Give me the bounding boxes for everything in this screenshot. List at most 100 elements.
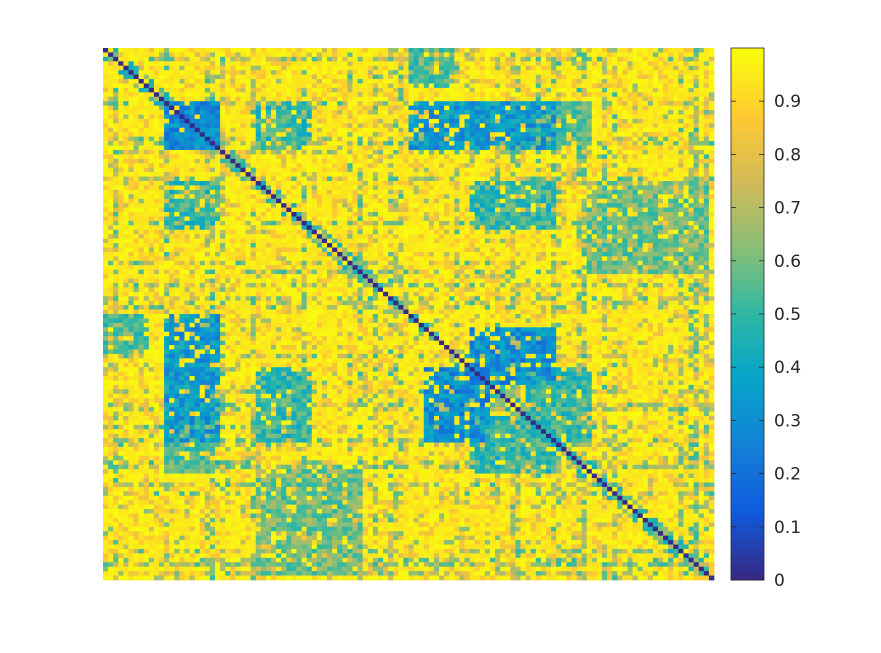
heatmap-cell xyxy=(418,172,425,177)
heatmap-cell xyxy=(673,203,679,208)
heatmap-cell xyxy=(657,110,664,115)
heatmap-cell xyxy=(581,158,588,164)
heatmap-cell xyxy=(194,194,201,200)
heatmap-cell xyxy=(449,185,455,191)
heatmap-cell xyxy=(540,92,547,98)
heatmap-cell xyxy=(148,56,155,62)
heatmap-cell xyxy=(556,101,562,106)
heatmap-cell xyxy=(556,203,562,208)
heatmap-cell xyxy=(545,185,552,191)
heatmap-cell xyxy=(612,110,618,115)
heatmap-cell xyxy=(423,123,430,129)
heatmap-cell xyxy=(148,123,155,129)
heatmap-cell xyxy=(688,176,694,182)
heatmap-cell xyxy=(678,167,684,173)
heatmap-cell xyxy=(159,198,165,204)
heatmap-cell xyxy=(647,114,654,120)
heatmap-cell xyxy=(622,92,628,98)
heatmap-cell xyxy=(372,141,379,146)
heatmap-cell xyxy=(469,127,476,133)
heatmap-cell xyxy=(398,127,404,133)
heatmap-cell xyxy=(444,56,450,62)
heatmap-cell xyxy=(601,105,608,111)
heatmap-cell xyxy=(474,141,481,146)
heatmap-cell xyxy=(607,61,613,67)
heatmap-cell xyxy=(179,127,185,133)
heatmap-cell xyxy=(220,220,226,226)
heatmap-cell xyxy=(586,132,593,138)
heatmap-cell xyxy=(520,96,526,102)
heatmap-cell xyxy=(591,105,598,111)
heatmap-cell xyxy=(479,61,486,67)
heatmap-cell xyxy=(474,207,481,213)
heatmap-cell xyxy=(561,83,567,89)
heatmap-cell xyxy=(250,136,257,142)
heatmap-cell xyxy=(652,56,659,62)
heatmap-cell xyxy=(118,136,124,142)
heatmap-cell xyxy=(454,203,460,208)
heatmap-cell xyxy=(591,145,598,151)
heatmap-cell xyxy=(510,141,516,146)
heatmap-cell xyxy=(286,198,292,204)
heatmap-cell xyxy=(632,212,638,217)
heatmap-cell xyxy=(652,83,659,89)
heatmap-cell xyxy=(596,172,603,177)
heatmap-cell xyxy=(169,225,175,231)
heatmap-cell xyxy=(647,123,654,129)
heatmap-cell xyxy=(301,52,308,58)
heatmap-cell xyxy=(164,229,170,235)
heatmap-cell xyxy=(260,158,267,164)
heatmap-cell xyxy=(377,127,384,133)
heatmap-cell xyxy=(484,225,491,231)
heatmap-cell xyxy=(398,181,404,186)
heatmap-cell xyxy=(622,101,628,106)
heatmap-cell xyxy=(439,74,445,80)
heatmap-cell xyxy=(174,185,180,191)
heatmap-cell xyxy=(225,212,231,217)
heatmap-cell xyxy=(520,118,526,124)
heatmap-cell xyxy=(530,105,537,111)
heatmap-cell xyxy=(265,105,272,111)
heatmap-cell xyxy=(545,87,552,93)
heatmap-cell xyxy=(484,61,491,67)
heatmap-cell xyxy=(301,123,308,129)
heatmap-cell xyxy=(113,52,119,58)
heatmap-cell xyxy=(668,225,674,231)
heatmap-cell xyxy=(311,163,318,169)
heatmap-cell xyxy=(596,61,603,67)
heatmap-cell xyxy=(632,87,638,93)
heatmap-cell xyxy=(260,229,267,235)
heatmap-cell xyxy=(484,229,491,235)
heatmap-cell xyxy=(673,105,679,111)
heatmap-cell xyxy=(403,96,409,102)
heatmap-cell xyxy=(215,154,221,160)
heatmap-cell xyxy=(347,167,353,173)
heatmap-cell xyxy=(596,141,603,146)
heatmap-cell xyxy=(484,105,491,111)
heatmap-cell xyxy=(596,79,603,84)
heatmap-cell xyxy=(316,70,323,75)
heatmap-cell xyxy=(581,163,588,169)
heatmap-cell xyxy=(515,149,521,155)
heatmap-cell xyxy=(153,70,160,75)
heatmap-cell xyxy=(632,189,638,195)
heatmap-cell xyxy=(337,220,343,226)
heatmap-cell xyxy=(347,74,353,80)
heatmap-cell xyxy=(291,207,297,213)
heatmap-cell xyxy=(174,198,180,204)
heatmap-cell xyxy=(128,207,134,213)
heatmap-cell xyxy=(617,172,623,177)
heatmap-cell xyxy=(103,110,109,115)
heatmap-cell xyxy=(133,163,139,169)
heatmap-cell xyxy=(220,70,226,75)
heatmap-cell xyxy=(439,203,445,208)
heatmap-cell xyxy=(240,229,246,235)
heatmap-cell xyxy=(204,114,211,120)
heatmap-cell xyxy=(393,207,399,213)
heatmap-cell xyxy=(556,167,562,173)
heatmap-cell xyxy=(668,198,674,204)
heatmap-cell xyxy=(235,48,241,53)
heatmap-cell xyxy=(576,220,582,226)
heatmap-cell xyxy=(169,87,175,93)
heatmap-cell xyxy=(668,118,674,124)
